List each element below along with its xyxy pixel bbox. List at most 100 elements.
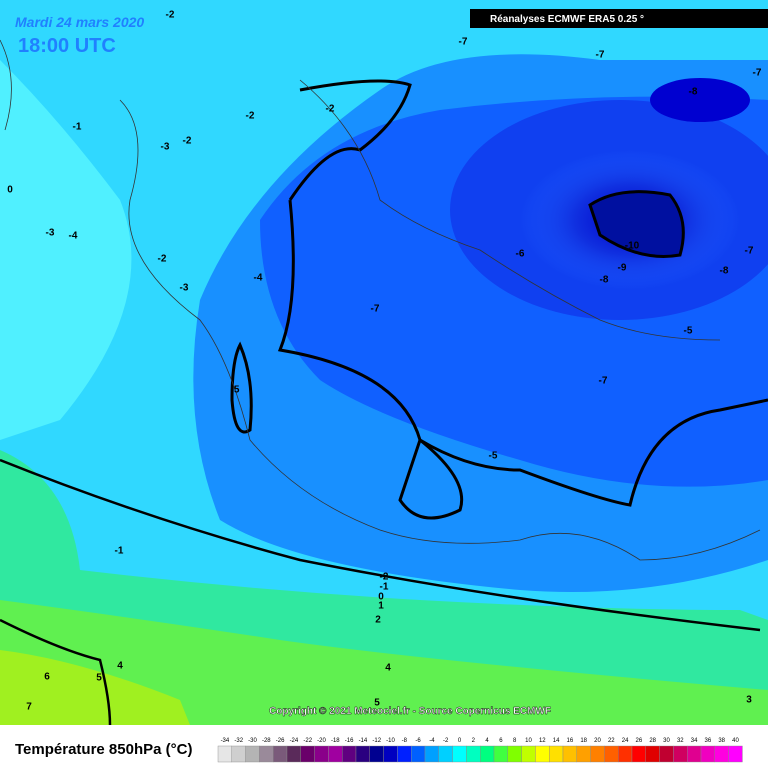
isotherm-thick <box>277 79 768 507</box>
legend-label: -22 <box>303 738 312 744</box>
isotherm-thick <box>588 190 685 258</box>
legend-swatch <box>604 745 619 763</box>
legend-label: 2 <box>472 738 476 744</box>
legend-label: 38 <box>718 738 725 744</box>
contour-label: -2 <box>380 572 389 583</box>
legend-swatch <box>259 745 274 763</box>
legend-swatch <box>659 745 674 763</box>
legend-swatch <box>645 745 660 763</box>
legend-swatch <box>576 745 591 763</box>
legend-swatch <box>618 745 633 763</box>
date: Mardi 24 mars 2020 <box>15 14 144 30</box>
contour-label: 2 <box>375 615 381 626</box>
legend-swatch <box>493 745 509 763</box>
legend-swatch <box>411 745 426 763</box>
legend-swatch <box>217 745 233 763</box>
legend-swatch <box>590 745 605 763</box>
contour-label: -3 <box>161 142 170 153</box>
coastline <box>0 39 761 561</box>
contour-label: -3 <box>46 228 55 239</box>
contour-label: -5 <box>489 451 498 462</box>
contour-label: -7 <box>753 68 762 79</box>
contour-label: -2 <box>166 10 175 21</box>
legend-swatch <box>245 745 260 763</box>
legend-swatch <box>314 745 329 763</box>
legend-label: -20 <box>317 738 326 744</box>
isotherm-thick <box>398 437 464 520</box>
warm-zone <box>0 650 190 725</box>
contour-label: -7 <box>371 304 380 315</box>
legend-swatch <box>342 745 357 763</box>
legend-swatch <box>286 745 302 763</box>
cold-core <box>650 78 750 122</box>
legend-label: -8 <box>402 738 408 744</box>
source-text: Réanalyses ECMWF ERA5 0.25 ° <box>490 14 644 25</box>
legend-swatch <box>231 745 246 763</box>
legend-swatch <box>535 745 550 763</box>
legend-swatch <box>273 745 288 763</box>
contour-label: -2 <box>183 136 192 147</box>
legend-label: -4 <box>429 738 435 744</box>
legend-label: 40 <box>732 738 739 744</box>
warm-zone <box>0 600 768 725</box>
contour-label: -1 <box>115 546 124 557</box>
legend-label: -10 <box>386 738 395 744</box>
legend-swatch <box>549 745 564 763</box>
legend-swatch <box>300 745 315 763</box>
legend-label: 22 <box>608 738 615 744</box>
contour-label: 5 <box>96 673 102 684</box>
legend-label: -24 <box>290 738 299 744</box>
source-box <box>470 9 768 28</box>
legend-swatch <box>700 745 716 763</box>
contour-label: 5 <box>374 698 380 709</box>
contour-label: 7 <box>26 702 32 713</box>
contour-label: -5 <box>231 385 240 396</box>
legend-label: 24 <box>622 738 629 744</box>
time: 18:00 UTC <box>18 35 116 57</box>
legend-label: -30 <box>248 738 257 744</box>
contour-label: -6 <box>516 249 525 260</box>
contour-label: -7 <box>599 376 608 387</box>
legend-label: 6 <box>499 738 503 744</box>
legend-label: -2 <box>443 738 449 744</box>
legend-swatch <box>466 745 481 763</box>
legend-swatch <box>355 745 371 763</box>
contour-label: -7 <box>459 37 468 48</box>
legend-label: 30 <box>663 738 670 744</box>
legend-swatch <box>687 745 702 763</box>
contour-label: -1 <box>380 582 389 593</box>
legend-swatch <box>397 745 412 763</box>
legend-label: -34 <box>221 738 230 744</box>
legend-label: 28 <box>649 738 656 744</box>
contour-label: -8 <box>600 275 609 286</box>
contour-label: -2 <box>246 111 255 122</box>
legend-swatch <box>480 745 495 763</box>
contour-label: 4 <box>385 663 391 674</box>
legend-label: 14 <box>553 738 560 744</box>
legend-label: -26 <box>276 738 285 744</box>
legend-label: 20 <box>594 738 601 744</box>
contour-label: -1 <box>73 122 82 133</box>
contour-label: 0 <box>378 592 384 603</box>
contour-label: 4 <box>117 661 123 672</box>
legend-label: 10 <box>525 738 532 744</box>
legend-label: 26 <box>636 738 643 744</box>
legend-label: -16 <box>345 738 354 744</box>
legend-swatch <box>424 745 440 763</box>
legend-label: 36 <box>705 738 712 744</box>
legend-label: -14 <box>359 738 368 744</box>
legend-label: 32 <box>677 738 684 744</box>
legend-label: 34 <box>691 738 698 744</box>
legend-swatch <box>383 745 398 763</box>
contour-label: -4 <box>254 273 263 284</box>
cold-zone <box>0 60 132 440</box>
legend-swatch <box>438 745 453 763</box>
contour-label: -2 <box>326 104 335 115</box>
legend-swatch <box>507 745 522 763</box>
legend-swatch <box>328 745 343 763</box>
legend-label: -18 <box>331 738 340 744</box>
contour-label: -4 <box>69 231 78 242</box>
legend-label: 18 <box>580 738 587 744</box>
isotherm-thick <box>0 618 112 726</box>
